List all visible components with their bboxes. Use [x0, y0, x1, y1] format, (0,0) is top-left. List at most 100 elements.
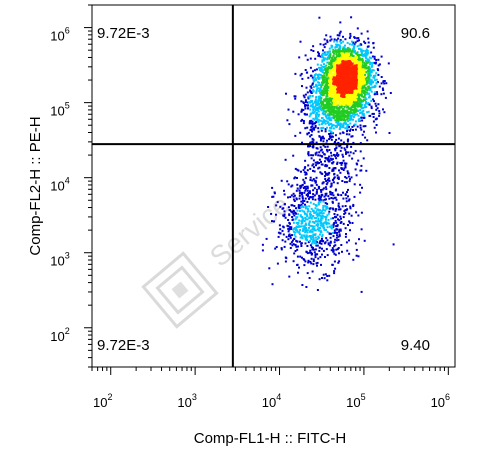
- event-dot: [373, 76, 376, 79]
- event-dot: [351, 87, 354, 90]
- event-dot: [296, 230, 299, 233]
- event-dot: [330, 182, 333, 185]
- event-dot: [344, 94, 347, 97]
- event-dot: [290, 194, 293, 197]
- event-dot: [351, 54, 354, 57]
- event-dot: [339, 47, 342, 50]
- event-dot: [300, 170, 302, 173]
- event-dot: [333, 173, 336, 176]
- event-dot: [349, 56, 352, 59]
- event-dot: [356, 86, 359, 89]
- event-dot: [342, 131, 345, 134]
- event-dot: [362, 80, 365, 82]
- event-dot: [362, 53, 365, 56]
- event-dot: [337, 121, 340, 124]
- event-dot: [315, 121, 318, 123]
- event-dot: [315, 262, 318, 265]
- event-dot: [341, 109, 344, 112]
- event-dot: [330, 105, 333, 108]
- event-dot: [316, 289, 319, 291]
- event-dot: [294, 228, 297, 230]
- event-dot: [299, 187, 302, 189]
- event-dot: [344, 82, 347, 85]
- event-dot: [319, 171, 322, 174]
- event-dot: [360, 116, 363, 119]
- event-dot: [323, 137, 325, 140]
- event-dot: [370, 90, 373, 93]
- event-dot: [326, 173, 329, 176]
- event-dot: [358, 101, 361, 104]
- event-dot: [330, 64, 333, 67]
- event-dot: [343, 162, 346, 165]
- event-dot: [312, 112, 315, 115]
- event-dot: [304, 189, 307, 192]
- event-dot: [333, 58, 336, 60]
- event-dot: [304, 99, 307, 102]
- event-dot: [352, 115, 355, 118]
- event-dot: [324, 178, 327, 180]
- event-dot: [325, 53, 328, 56]
- quadrant-label-top-left: 9.72E-3: [97, 25, 150, 42]
- event-dot: [347, 85, 349, 88]
- event-dot: [350, 77, 353, 80]
- event-dot: [337, 235, 340, 238]
- event-dot: [363, 104, 366, 107]
- event-dot: [361, 133, 364, 136]
- event-dot: [349, 178, 351, 181]
- event-dot: [328, 57, 331, 60]
- event-dot: [317, 120, 320, 123]
- event-dot: [341, 66, 344, 69]
- event-dot: [314, 77, 317, 80]
- event-dot: [332, 89, 335, 92]
- event-dot: [308, 196, 311, 199]
- event-dot: [321, 65, 324, 68]
- event-dot: [352, 48, 355, 51]
- event-dot: [355, 68, 358, 71]
- event-dot: [304, 69, 307, 71]
- event-dot: [307, 107, 310, 110]
- event-dot: [342, 40, 345, 43]
- event-dot: [276, 262, 279, 265]
- event-dot: [340, 42, 343, 44]
- event-dot: [334, 74, 337, 77]
- event-dot: [351, 72, 354, 75]
- event-dot: [333, 110, 336, 113]
- event-dot: [376, 107, 379, 110]
- event-dot: [329, 113, 332, 116]
- event-dot: [327, 243, 330, 246]
- event-dot: [359, 124, 362, 127]
- event-dot: [369, 89, 372, 92]
- event-dot: [303, 171, 306, 174]
- event-dot: [332, 217, 334, 220]
- event-dot: [323, 113, 325, 116]
- event-dot: [308, 277, 311, 279]
- event-dot: [329, 35, 332, 38]
- event-dot: [302, 169, 305, 172]
- event-dot: [375, 124, 378, 126]
- event-dot: [341, 91, 344, 94]
- event-dot: [359, 98, 362, 101]
- event-dot: [302, 101, 305, 104]
- event-dot: [362, 84, 365, 87]
- event-dot: [316, 73, 319, 76]
- event-dot: [305, 187, 307, 190]
- event-dot: [315, 244, 318, 247]
- event-dot: [350, 85, 353, 88]
- event-dot: [347, 111, 349, 114]
- event-dot: [329, 94, 332, 97]
- event-dot: [300, 108, 303, 111]
- event-dot: [323, 121, 326, 123]
- event-dot: [310, 154, 313, 157]
- event-dot: [354, 64, 357, 67]
- event-dot: [367, 61, 370, 64]
- event-dot: [299, 204, 302, 207]
- event-dot: [344, 165, 347, 168]
- event-dot: [371, 55, 374, 58]
- event-dot: [349, 128, 352, 131]
- event-dot: [358, 85, 361, 88]
- event-dot: [305, 227, 307, 229]
- event-dot: [290, 185, 293, 188]
- event-dot: [317, 127, 320, 130]
- event-dot: [320, 70, 323, 73]
- event-dot: [338, 34, 341, 37]
